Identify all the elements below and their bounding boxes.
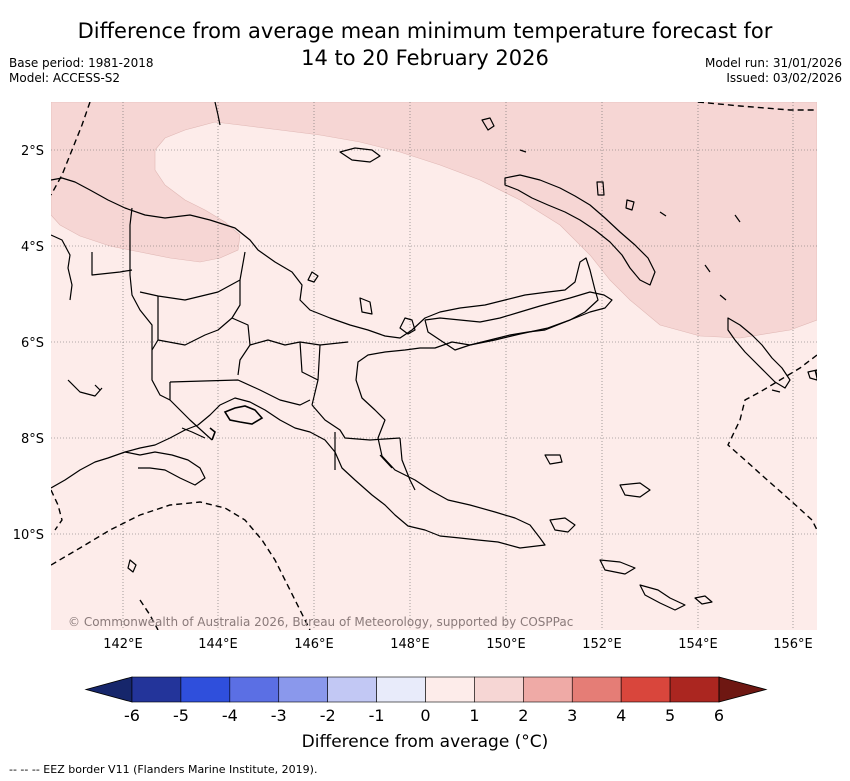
lat-label-8s: 8°S [21, 432, 44, 447]
lon-label-142e: 142°E [103, 637, 143, 652]
latitude-labels: 2°S 4°S 6°S 8°S 10°S [13, 144, 44, 543]
chart-title: Difference from average mean minimum tem… [0, 18, 850, 72]
colorbar-label: Difference from average (°C) [301, 732, 549, 752]
colorbar: -6 -5 -4 -3 -2 -1 0 1 2 3 4 5 6 [84, 676, 768, 725]
title-line-2: 14 to 20 February 2026 [301, 46, 549, 70]
base-period: Base period: 1981-2018 [9, 56, 154, 70]
model-run: Model run: 31/01/2026 [704, 56, 842, 70]
lat-label-6s: 6°S [21, 336, 44, 351]
colorbar-swatch [278, 676, 328, 703]
colorbar-tick-label: -6 [124, 706, 140, 725]
colorbar-swatch [523, 676, 573, 703]
colorbar-swatch [180, 676, 231, 703]
colorbar-tick-label: 3 [567, 706, 577, 725]
title-line-1: Difference from average mean minimum tem… [77, 19, 773, 43]
colorbar-tick-label: -5 [173, 706, 189, 725]
colorbar-tick-label: 0 [420, 706, 430, 725]
meta-right: Model run: 31/01/2026 Issued: 03/02/2026 [705, 56, 842, 86]
colorbar-tick-label: -2 [320, 706, 336, 725]
lon-label-146e: 146°E [294, 637, 334, 652]
colorbar-tick-label: -3 [271, 706, 287, 725]
lat-label-10s: 10°S [13, 528, 44, 543]
eez-borders [51, 102, 817, 630]
colorbar-tick-label: -4 [222, 706, 238, 725]
grid-lines [51, 102, 817, 630]
colorbar-swatch [571, 676, 622, 703]
lon-label-144e: 144°E [198, 637, 238, 652]
colorbar-swatch [376, 676, 426, 703]
colorbar-swatch [327, 676, 377, 703]
lon-label-148e: 148°E [390, 637, 430, 652]
lat-label-2s: 2°S [21, 144, 44, 159]
colorbar-extend-low [84, 676, 133, 703]
colorbar-tick-label: 5 [665, 706, 675, 725]
colorbar-tick-label: -1 [369, 706, 385, 725]
lon-label-154e: 154°E [678, 637, 718, 652]
colorbar-swatch [425, 676, 475, 703]
issued-date: Issued: 03/02/2026 [726, 71, 842, 85]
colorbar-tick-label: 2 [518, 706, 528, 725]
lon-label-156e: 156°E [773, 637, 813, 652]
longitude-labels: 142°E 144°E 146°E 148°E 150°E 152°E 154°… [103, 637, 813, 652]
colorbar-tick-label: 4 [616, 706, 626, 725]
meta-left: Base period: 1981-2018 Model: ACCESS-S2 [9, 56, 154, 86]
copyright-text: © Commonwealth of Australia 2026, Bureau… [68, 615, 573, 629]
colorbar-extend-high [718, 676, 768, 703]
model-name: Model: ACCESS-S2 [9, 71, 121, 85]
lat-label-4s: 4°S [21, 240, 44, 255]
coastlines [51, 102, 817, 611]
anomaly-region-1-2 [51, 102, 817, 339]
lon-label-150e: 150°E [486, 637, 526, 652]
eez-footnote: -- -- -- EEZ border V11 (Flanders Marine… [9, 763, 318, 776]
colorbar-tick-label: 1 [469, 706, 479, 725]
island-cluster [209, 405, 264, 441]
colorbar-swatch [229, 676, 280, 703]
lon-label-152e: 152°E [582, 637, 622, 652]
colorbar-tick-label: 6 [714, 706, 724, 725]
colorbar-swatch [131, 676, 182, 703]
colorbar-swatch [474, 676, 524, 703]
colorbar-swatch [620, 676, 671, 703]
colorbar-swatch [669, 676, 720, 703]
